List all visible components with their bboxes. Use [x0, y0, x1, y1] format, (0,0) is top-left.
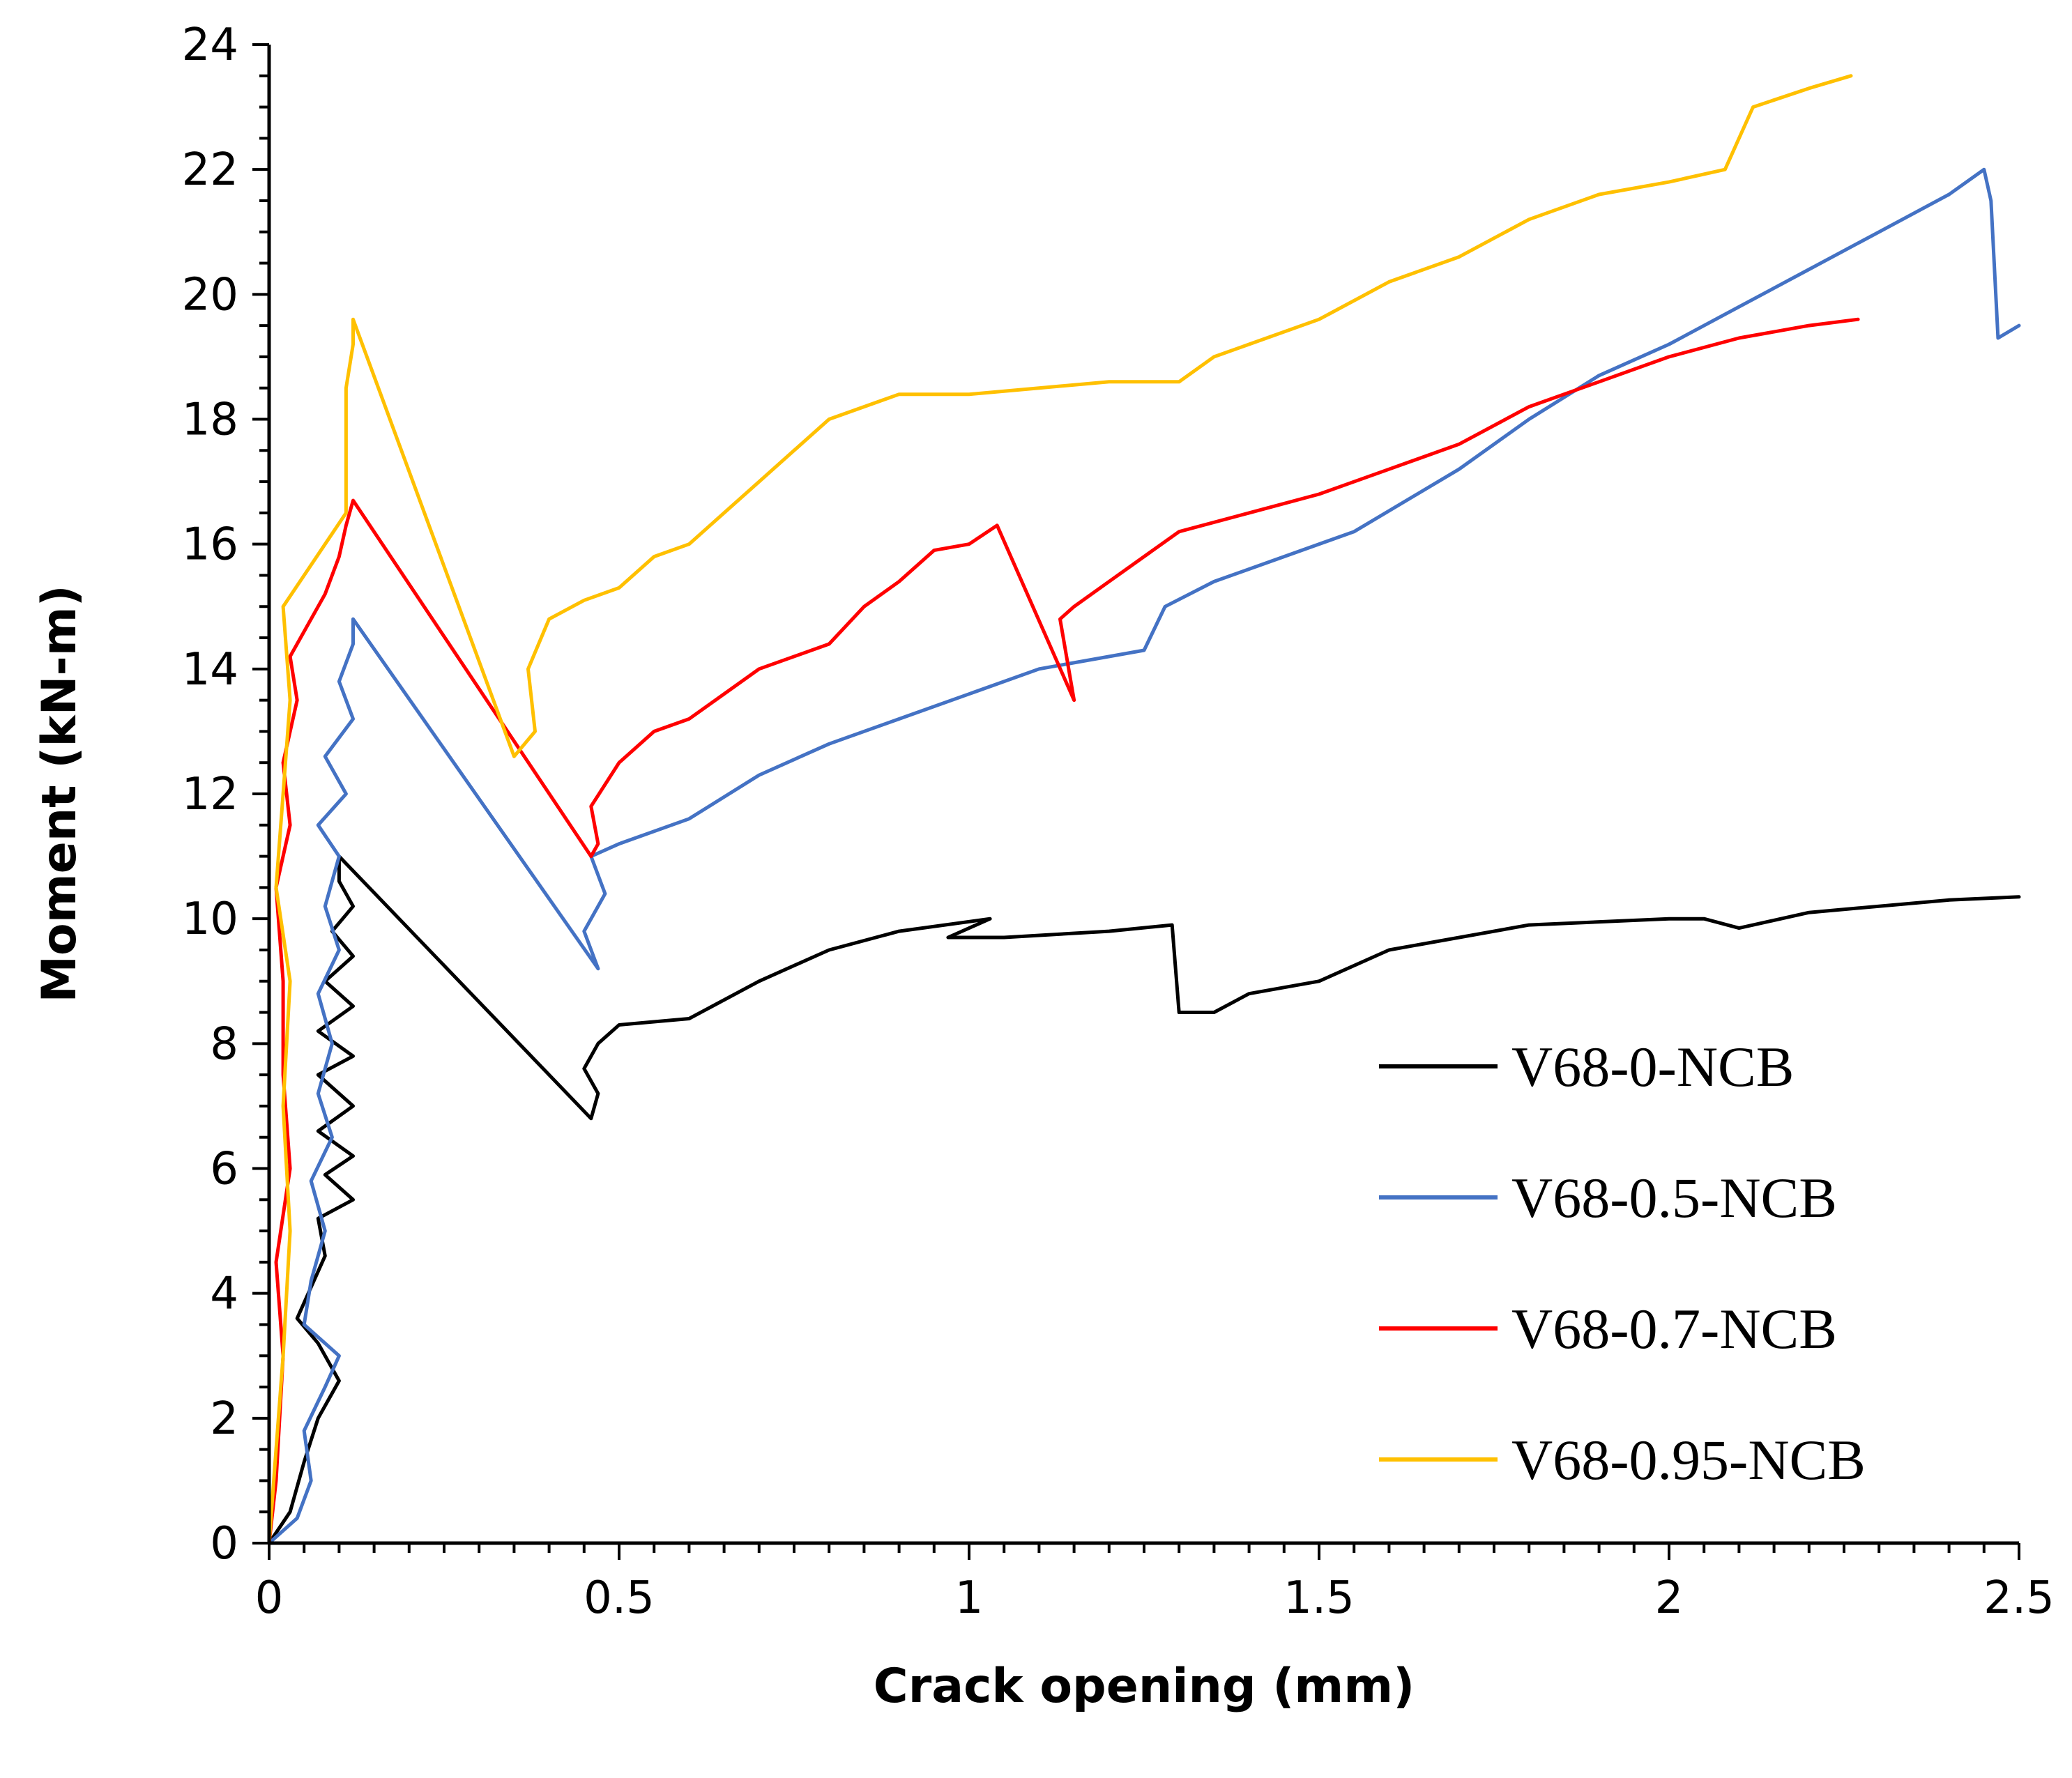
y-tick-label: 2: [210, 1393, 238, 1445]
y-tick-label: 6: [210, 1144, 238, 1195]
x-tick-label: 0.5: [584, 1572, 655, 1624]
x-tick-label: 1: [955, 1572, 984, 1624]
y-tick-label: 12: [182, 769, 238, 820]
y-tick-label: 4: [210, 1269, 238, 1320]
legend-label-1: V68-0-NCB: [1511, 1035, 1794, 1098]
x-tick-label: 1.5: [1283, 1572, 1355, 1624]
legend-label-2: V68-0.5-NCB: [1511, 1166, 1837, 1229]
y-tick-label: 22: [182, 144, 238, 196]
legend: V68-0-NCB V68-0.5-NCB V68-0.7-NCB V68-0.95-…: [1379, 1035, 1866, 1492]
legend-label-3: V68-0.7-NCB: [1511, 1297, 1837, 1361]
legend-label-4: V68-0.95-NCB: [1511, 1428, 1866, 1492]
series-line-2: [267, 167, 2021, 1545]
y-axis-title: Moment (kN-m): [32, 585, 87, 1002]
y-tick-label: 20: [182, 269, 238, 321]
y-tick-label: 18: [182, 394, 238, 446]
y-tick-label: 24: [182, 20, 238, 71]
y-tick-label: 16: [182, 519, 238, 571]
x-tick-label: 2: [1655, 1572, 1684, 1624]
series-line-3: [267, 317, 1860, 1545]
y-tick-label: 14: [182, 644, 238, 696]
plot-series: [267, 74, 2021, 1545]
x-axis-title: Crack opening (mm): [874, 1659, 1415, 1714]
series-line-4: [267, 74, 1853, 1545]
x-tick-label: 0: [255, 1572, 284, 1624]
x-tick-label: 2.5: [1983, 1572, 2055, 1624]
y-tick-label: 8: [210, 1018, 238, 1070]
y-tick-label: 10: [182, 894, 238, 945]
y-tick-label: 0: [210, 1518, 238, 1570]
